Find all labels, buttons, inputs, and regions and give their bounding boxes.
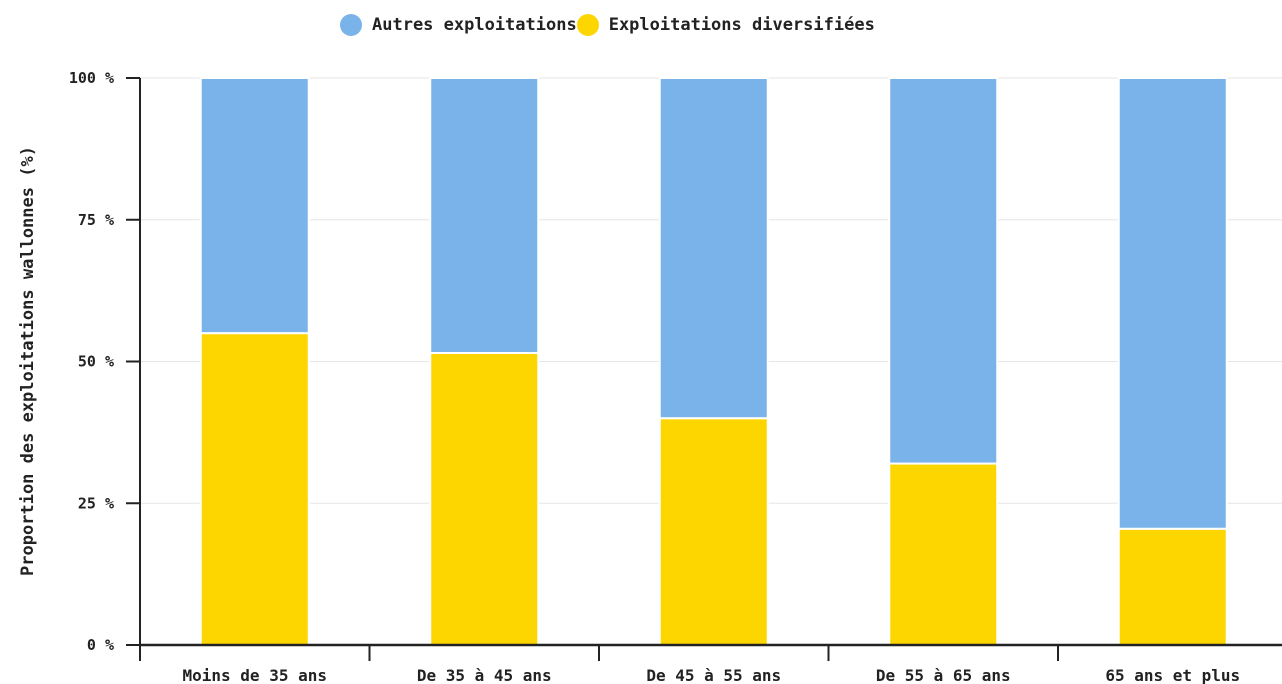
- legend-label-diversifiees: Exploitations diversifiées: [608, 15, 875, 35]
- y-tick-label: 25 %: [78, 494, 114, 512]
- legend-swatch-diversifiees: [576, 14, 599, 36]
- bar-diversifiees: [1117, 527, 1228, 647]
- y-tick-label: 100 %: [69, 69, 114, 87]
- bars: [199, 77, 1228, 647]
- legend-item-autres[interactable]: Autres exploitations: [340, 14, 577, 36]
- axes: 0 % 25 % 50 % 75 % 100 % Moins de 35 ans De 35…: [69, 69, 1282, 684]
- bar-diversifiees: [888, 462, 999, 646]
- chart-legend: Autres exploitations Exploitations diver…: [340, 14, 875, 36]
- bar-diversifiees: [658, 417, 769, 647]
- bar-autres: [888, 77, 999, 465]
- legend-swatch-autres: [340, 14, 362, 36]
- bar-diversifiees: [199, 332, 310, 646]
- bar-diversifiees: [429, 351, 540, 646]
- bar-autres: [658, 77, 769, 420]
- y-tick-label: 75 %: [78, 211, 114, 229]
- x-tick-label: 65 ans et plus: [1105, 666, 1240, 684]
- y-axis-label: Proportion des exploitations wallonnes (…: [18, 146, 38, 576]
- bar-autres: [199, 77, 310, 335]
- x-tick-label: De 45 à 55 ans: [646, 666, 781, 684]
- y-tick-label: 50 %: [78, 353, 114, 371]
- x-tick-label: Moins de 35 ans: [183, 666, 328, 684]
- legend-label-autres: Autres exploitations: [372, 15, 577, 35]
- x-tick-label: De 55 à 65 ans: [876, 666, 1011, 684]
- y-tick-label: 0 %: [87, 636, 114, 654]
- x-tick-label: De 35 à 45 ans: [417, 666, 552, 684]
- bar-autres: [1117, 77, 1228, 530]
- legend-item-diversifiees[interactable]: Exploitations diversifiées: [576, 14, 875, 36]
- bar-autres: [429, 77, 540, 354]
